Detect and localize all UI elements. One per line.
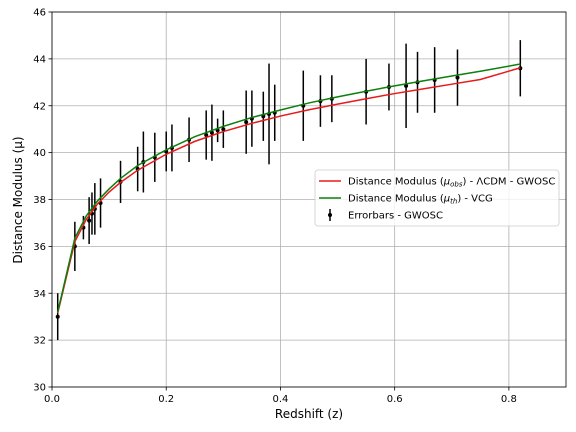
y-tick-label: 36 (33, 242, 46, 253)
errorbar-group (55, 40, 523, 341)
legend-label-2: Errorbars - GWOSC (348, 211, 443, 222)
y-tick-label: 42 (33, 101, 46, 112)
series-layer (55, 40, 523, 341)
y-tick-label: 32 (33, 336, 46, 347)
x-tick-label: 0.4 (272, 394, 288, 405)
x-axis: 0.0 0.2 0.4 0.6 0.8 (44, 387, 517, 405)
x-tick-label: 0.0 (44, 394, 60, 405)
x-axis-label: Redshift (z) (275, 407, 343, 421)
y-tick-label: 40 (33, 148, 46, 159)
y-tick-label: 46 (33, 8, 46, 19)
y-tick-label: 30 (33, 383, 46, 394)
data-point (55, 314, 60, 319)
data-point (404, 83, 409, 88)
legend-swatch-marker (328, 213, 332, 217)
x-tick-label: 0.2 (158, 394, 174, 405)
legend-label-1: Distance Modulus (μth) - VCG (348, 194, 493, 206)
y-tick-label: 34 (33, 289, 46, 300)
series-line-0 (56, 67, 521, 314)
y-axis-label: Distance Modulus (μ) (11, 136, 25, 263)
series-line-1 (56, 63, 521, 313)
legend: Distance Modulus (μobs) - ΛCDM - GWOSC Di… (314, 169, 560, 227)
legend-label-0: Distance Modulus (μobs) - ΛCDM - GWOSC (348, 177, 555, 189)
data-point (244, 120, 249, 125)
data-point (455, 75, 460, 80)
data-point (204, 133, 209, 138)
data-point (221, 127, 226, 132)
legend-box (314, 169, 560, 227)
y-tick-label: 38 (33, 195, 46, 206)
data-point (209, 130, 214, 135)
x-tick-label: 0.8 (501, 394, 517, 405)
data-point (87, 218, 92, 223)
x-tick-label: 0.6 (387, 394, 403, 405)
y-axis: 30 32 34 36 38 40 42 44 46 (33, 8, 52, 394)
y-tick-label: 44 (33, 54, 46, 65)
